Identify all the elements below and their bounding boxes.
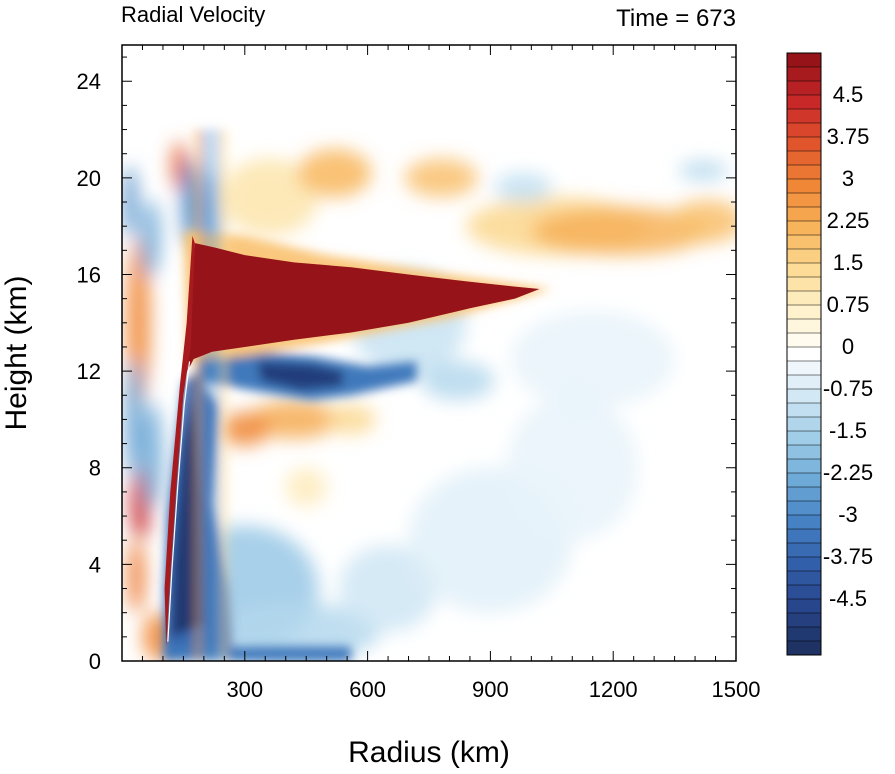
y-tick-label: 16 (77, 262, 101, 287)
colorbar-bin (787, 207, 821, 222)
colorbar-bin (787, 53, 821, 68)
colorbar-bin (787, 277, 821, 292)
colorbar: 4.5 3.75 3 2.25 1.5 0.75 0 -0.75 -1.5 -2.25 -3 -3.7… (786, 52, 873, 656)
colorbar-bin (787, 627, 821, 642)
colorbar-bin (787, 445, 821, 460)
colorbar-bin (787, 585, 821, 600)
colorbar-bin (787, 109, 821, 124)
colorbar-bin (787, 515, 821, 530)
x-tick-label: 600 (349, 677, 386, 702)
colorbar-bin (787, 529, 821, 544)
chart-title-right: Time = 673 (616, 5, 736, 32)
colorbar-label: -1.5 (829, 418, 867, 443)
colorbar-bin (787, 417, 821, 432)
colorbar-label: -2.25 (823, 460, 873, 485)
colorbar-label: 3 (842, 166, 854, 191)
colorbar-bin (787, 165, 821, 180)
x-tick-label: 300 (226, 677, 263, 702)
colorbar-bin (787, 221, 821, 236)
y-tick-label: 24 (77, 69, 101, 94)
chart-title-left: Radial Velocity (121, 2, 265, 27)
plot-area: 300 600 900 1200 1500 0 4 8 12 16 20 24 (77, 44, 761, 702)
colorbar-bin (787, 179, 821, 194)
colorbar-bin (787, 389, 821, 404)
colorbar-bin (787, 95, 821, 110)
y-tick-label: 4 (89, 552, 101, 577)
colorbar-bin (787, 291, 821, 306)
colorbar-bin (787, 501, 821, 516)
colorbar-bin (787, 403, 821, 418)
colorbar-bin (787, 319, 821, 334)
colorbar-bin (787, 137, 821, 152)
colorbar-label: 4.5 (833, 82, 864, 107)
y-tick-label: 0 (89, 649, 101, 674)
colorbar-label: 3.75 (827, 124, 870, 149)
colorbar-bin (787, 473, 821, 488)
colorbar-bin (787, 361, 821, 376)
colorbar-bin (787, 249, 821, 264)
colorbar-bin (787, 599, 821, 614)
colorbar-bin (787, 557, 821, 572)
colorbar-bin (787, 263, 821, 278)
colorbar-bin (787, 333, 821, 348)
colorbar-bin (787, 193, 821, 208)
colorbar-label: -0.75 (823, 376, 873, 401)
y-tick-label: 8 (89, 456, 101, 481)
colorbar-label: 0.75 (827, 292, 870, 317)
velocity-field (122, 129, 736, 661)
colorbar-bin (787, 151, 821, 166)
colorbar-bin (787, 571, 821, 586)
colorbar-bin (787, 235, 821, 250)
colorbar-bin (787, 613, 821, 628)
colorbar-label: 1.5 (833, 250, 864, 275)
colorbar-label: 2.25 (827, 208, 870, 233)
colorbar-bin (787, 375, 821, 390)
x-axis-label: Radius (km) (348, 736, 510, 769)
colorbar-label: -3 (838, 502, 858, 527)
colorbar-bin (787, 123, 821, 138)
colorbar-bin (787, 67, 821, 82)
colorbar-bin (787, 431, 821, 446)
colorbar-bin (787, 543, 821, 558)
y-axis-label: Height (km) (0, 275, 33, 430)
colorbar-bin (787, 459, 821, 474)
colorbar-bin (787, 641, 821, 656)
x-tick-label: 900 (472, 677, 509, 702)
y-tick-label: 20 (77, 166, 101, 191)
colorbar-label: -3.75 (823, 544, 873, 569)
colorbar-label: -4.5 (829, 586, 867, 611)
colorbar-label: 0 (842, 334, 854, 359)
colorbar-bin (787, 305, 821, 320)
colorbar-bin (787, 347, 821, 362)
x-tick-label: 1500 (712, 677, 761, 702)
colorbar-bin (787, 81, 821, 96)
colorbar-bin (787, 487, 821, 502)
x-tick-label: 1200 (589, 677, 638, 702)
y-tick-label: 12 (77, 359, 101, 384)
axis-ticks: 300 600 900 1200 1500 0 4 8 12 16 20 24 (77, 45, 761, 702)
